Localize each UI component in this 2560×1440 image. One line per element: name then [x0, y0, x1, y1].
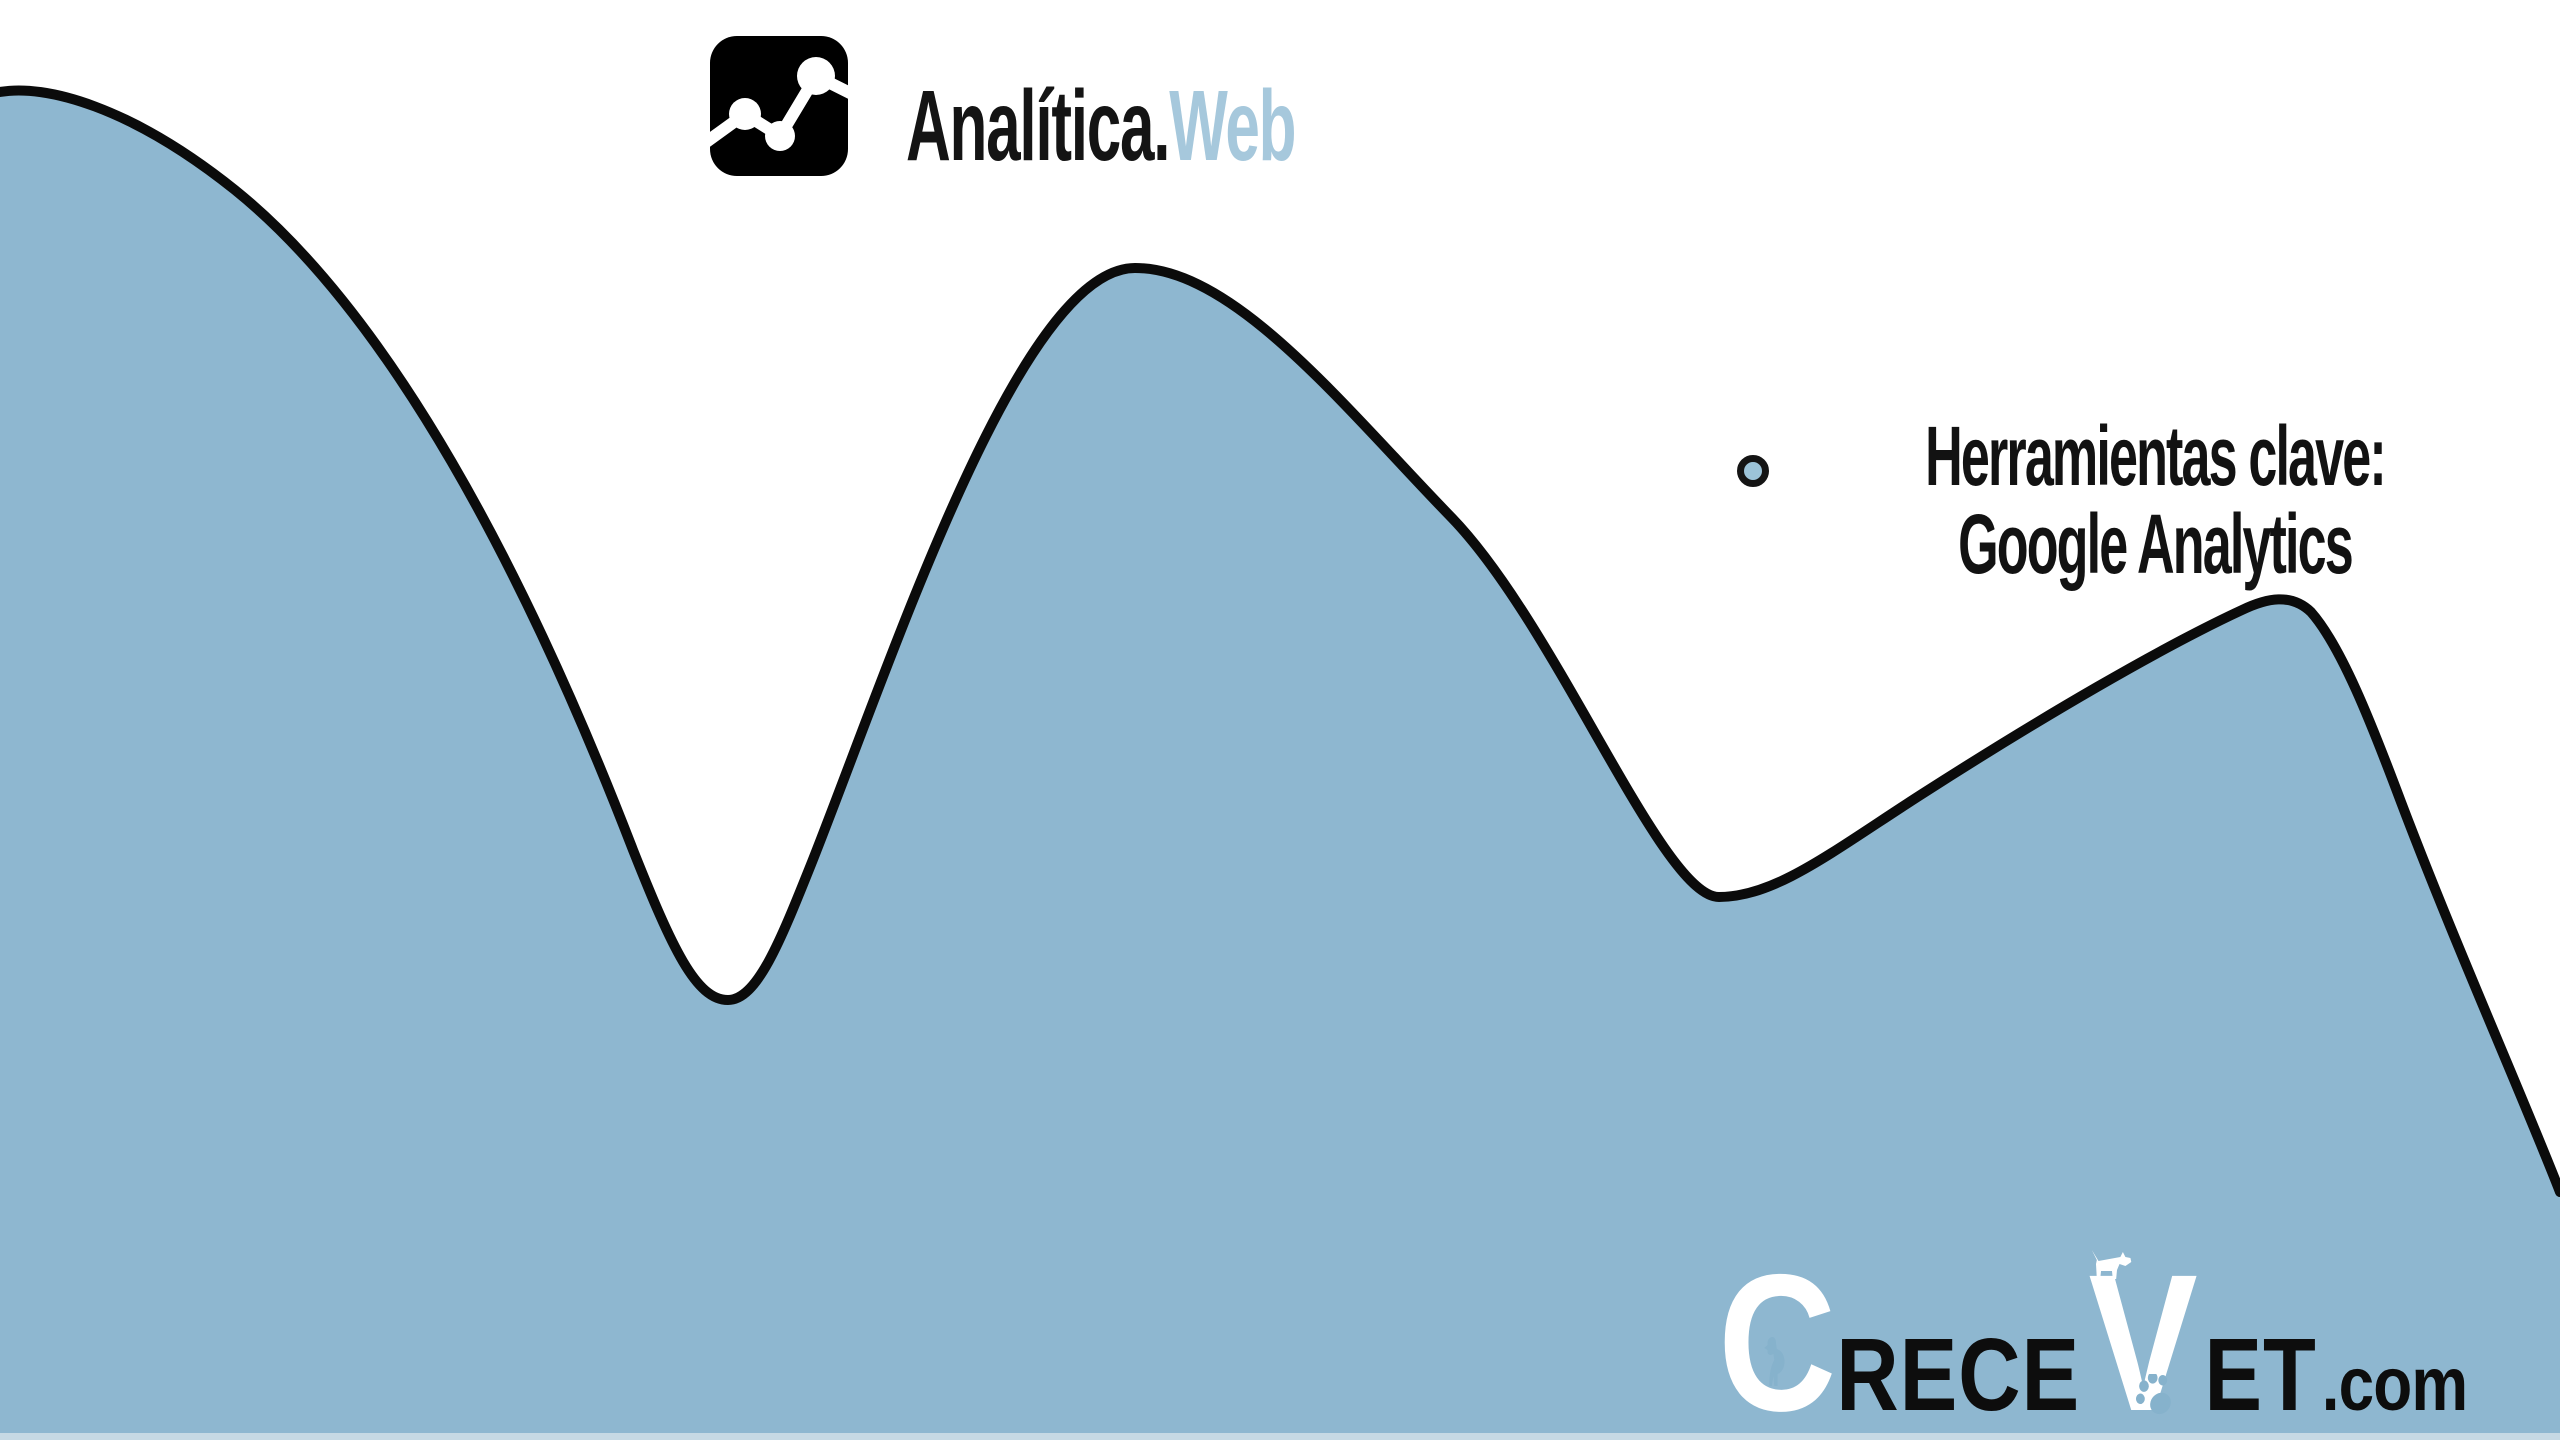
standing-dog-icon — [2091, 1250, 2132, 1279]
paw-print-icon — [2136, 1374, 2171, 1415]
brand-name-secondary: Web — [1169, 70, 1296, 182]
key-point-line2: Google Analytics — [1958, 497, 2354, 591]
letter-c-glyph: C — [1718, 1234, 1837, 1440]
wave-fill-shape — [0, 90, 2560, 1440]
letter-v-glyph: V — [2088, 1234, 2198, 1440]
icon-rounded-square — [710, 36, 848, 176]
crecevet-letter-v: V — [2088, 1246, 2197, 1440]
crecevet-logo: C RECE V ET .com — [1718, 1246, 2468, 1440]
sitting-dog-icon — [1764, 1337, 1785, 1386]
analytics-line-chart-icon — [710, 36, 848, 176]
wave-outline — [0, 85, 2560, 1197]
key-point-line1: Herramientas clave: — [1925, 409, 2387, 503]
crecevet-tld: .com — [2321, 1342, 2468, 1427]
crecevet-letter-c: C — [1718, 1246, 1836, 1440]
crecevet-rece: RECE — [1836, 1317, 2081, 1432]
crecevet-et: ET — [2204, 1317, 2317, 1432]
brand-wordmark: Analítica.Web — [906, 74, 1297, 178]
icon-chart-line — [710, 57, 848, 154]
key-point-text: Herramientas clave: Google Analytics — [1901, 412, 2409, 588]
bottom-edge-strip — [0, 1433, 2560, 1440]
circle-bullet-icon — [1737, 455, 1769, 487]
brand-name-primary: Analítica. — [906, 70, 1170, 182]
